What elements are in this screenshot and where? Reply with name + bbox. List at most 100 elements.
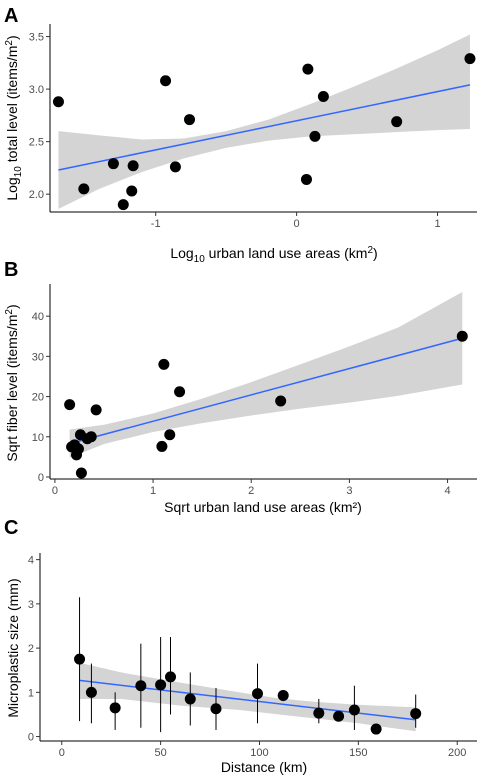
data-point — [127, 160, 139, 172]
y-tick-label: 4 — [28, 555, 34, 567]
panel-c-confidence-band — [79, 662, 416, 732]
confidence-band-area — [69, 292, 463, 458]
data-point — [317, 90, 329, 102]
panel-c-axes — [39, 553, 477, 742]
data-point — [275, 395, 287, 407]
data-point — [52, 96, 64, 108]
data-point — [109, 702, 121, 714]
x-tick-label: 100 — [250, 747, 268, 759]
panel-b-confidence-band — [69, 292, 463, 458]
data-point — [174, 386, 186, 398]
data-point — [184, 693, 196, 705]
data-point — [164, 429, 176, 441]
y-tick-label: 10 — [32, 432, 44, 444]
panel-a-letter: A — [4, 5, 18, 27]
y-tick-label: 40 — [32, 311, 44, 323]
data-point — [370, 723, 382, 735]
panel-c-y-title: Microplastic size (mm) — [5, 578, 21, 717]
y-tick-label: 2.5 — [29, 137, 44, 149]
y-tick-label: 2 — [28, 643, 34, 655]
data-point — [277, 689, 289, 701]
data-point — [410, 708, 422, 720]
panel-a-x-ticks: -1 0 1 — [151, 212, 441, 230]
data-point — [85, 686, 97, 698]
x-tick-label: 2 — [248, 485, 254, 497]
panel-b-x-title: Sqrt urban land use areas (km²) — [164, 499, 362, 515]
panel-a-points — [52, 53, 476, 211]
panel-c-y-ticks: 0 1 2 3 4 — [28, 555, 40, 744]
y-tick-label: 30 — [32, 351, 44, 363]
x-tick-label: 1 — [150, 485, 156, 497]
regression-line — [58, 84, 471, 171]
panel-c: C 0 50 100 150 200 0 1 2 3 4 Distance (km) Micro… — [4, 517, 477, 775]
data-point — [155, 679, 167, 691]
data-point — [456, 330, 468, 342]
x-tick-label: 150 — [349, 747, 367, 759]
data-point — [309, 130, 321, 142]
data-point — [117, 199, 129, 211]
panel-a-y-ticks: 2.0 2.5 3.0 3.5 — [29, 32, 50, 201]
data-point — [464, 53, 476, 65]
y-tick-label: 0 — [28, 732, 34, 744]
data-point — [252, 688, 264, 700]
panel-b-y-title: Sqrt fiber level (items/m2) — [4, 304, 20, 461]
panel-b-y-ticks: 0 10 20 30 40 — [32, 311, 50, 484]
regression-line — [69, 337, 463, 445]
data-point — [169, 161, 181, 173]
data-point — [135, 680, 147, 692]
panel-a-axes — [49, 24, 477, 213]
data-point — [126, 185, 138, 197]
panel-a-confidence-band — [58, 34, 470, 209]
x-tick-label: 200 — [448, 747, 466, 759]
x-tick-label: 0 — [59, 747, 65, 759]
x-tick-label: 3 — [346, 485, 352, 497]
data-point — [333, 710, 345, 722]
data-point — [107, 158, 119, 170]
y-tick-label: 20 — [32, 392, 44, 404]
panel-c-points — [74, 653, 422, 735]
panel-a-y-title: Log10 total level (items/m2) — [4, 35, 24, 200]
panel-b: B 0 1 2 3 4 0 10 20 30 40 Sqrt urban land use ar… — [4, 259, 477, 515]
x-tick-label: 0 — [52, 485, 58, 497]
regression-line — [79, 679, 416, 721]
panel-a-x-title: Log10 urban land use areas (km2) — [170, 245, 377, 265]
panel-b-letter: B — [4, 259, 18, 281]
data-point — [300, 173, 312, 185]
data-point — [85, 431, 97, 443]
data-point — [72, 443, 84, 455]
data-point — [313, 707, 325, 719]
y-tick-label: 2.0 — [29, 189, 44, 201]
data-point — [78, 183, 90, 195]
x-tick-label: 4 — [444, 485, 450, 497]
data-point — [391, 116, 403, 128]
panel-c-x-title: Distance (km) — [221, 759, 307, 775]
panel-c-letter: C — [4, 517, 18, 539]
x-tick-label: 0 — [294, 218, 300, 230]
panel-c-x-ticks: 0 50 100 150 200 — [59, 741, 466, 759]
y-tick-label: 0 — [38, 472, 44, 484]
data-point — [90, 404, 102, 416]
data-point — [210, 703, 222, 715]
y-tick-label: 3.5 — [29, 32, 44, 44]
y-tick-label: 3 — [28, 599, 34, 611]
x-tick-label: 1 — [434, 218, 440, 230]
data-point — [165, 671, 177, 683]
data-point — [160, 75, 172, 87]
data-point — [64, 399, 76, 411]
data-point — [75, 467, 87, 479]
data-point — [302, 63, 314, 75]
x-tick-label: 50 — [154, 747, 166, 759]
y-tick-label: 1 — [28, 687, 34, 699]
panel-b-points — [64, 330, 468, 479]
x-tick-label: -1 — [151, 218, 161, 230]
data-point — [74, 653, 86, 665]
panel-b-fit-line — [69, 337, 463, 445]
confidence-band-area — [58, 34, 470, 209]
y-tick-label: 3.0 — [29, 84, 44, 96]
data-point — [156, 440, 168, 452]
data-point — [184, 114, 196, 126]
panel-a-fit-line — [58, 84, 471, 171]
data-point — [348, 704, 360, 716]
